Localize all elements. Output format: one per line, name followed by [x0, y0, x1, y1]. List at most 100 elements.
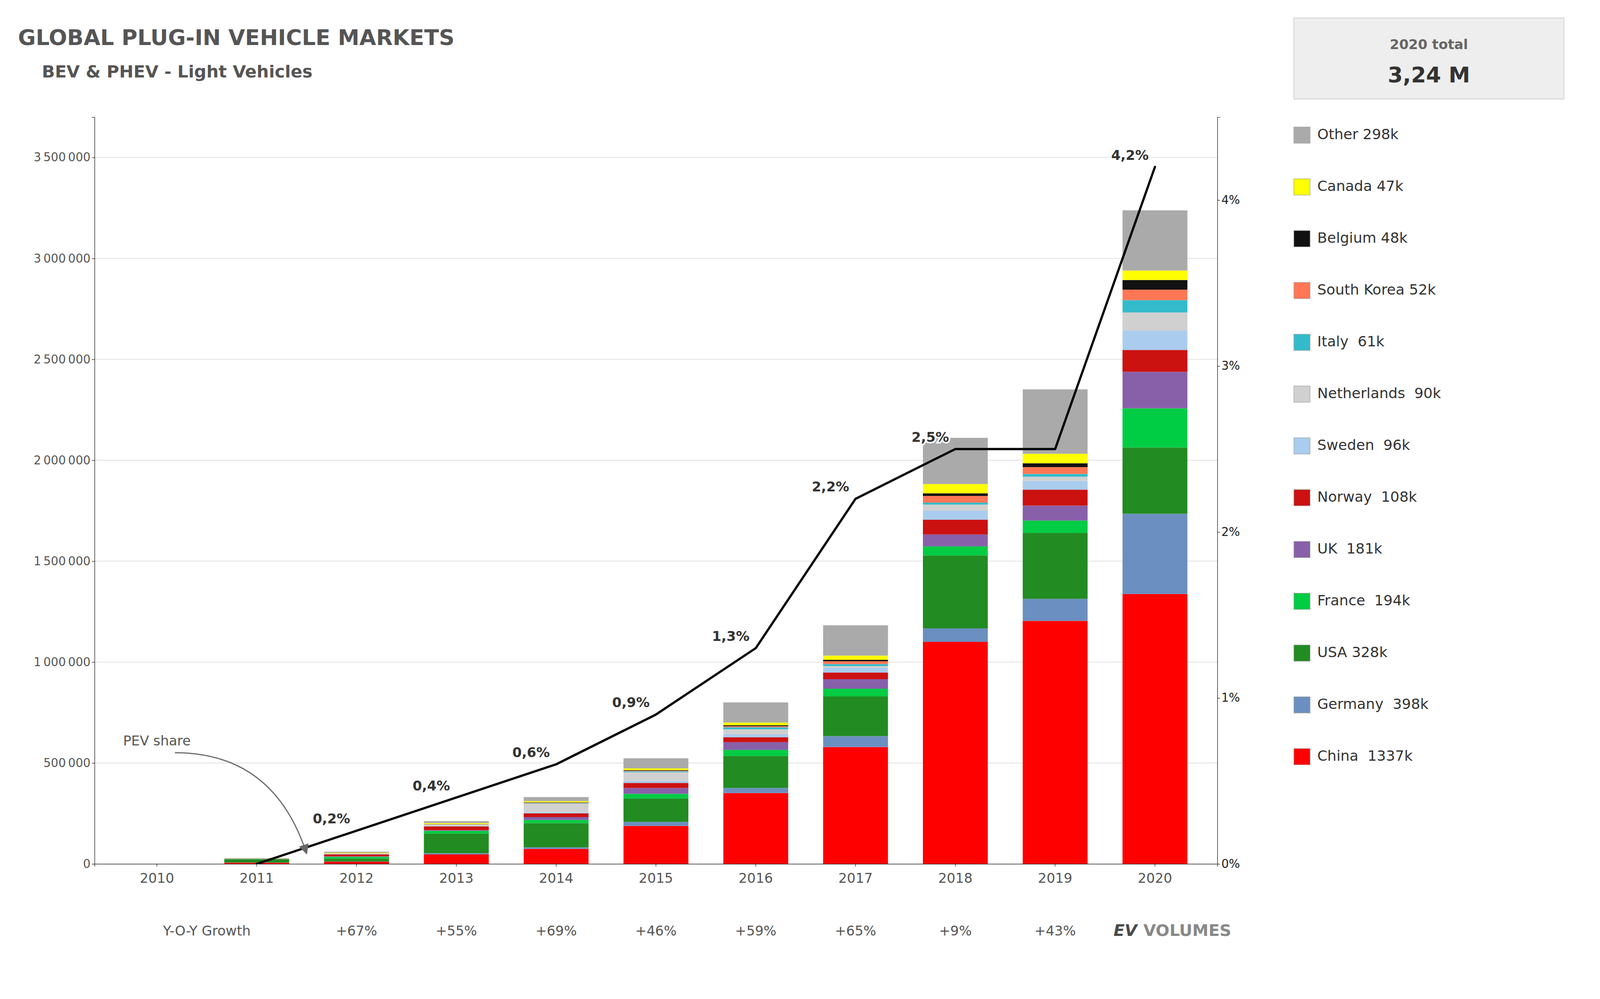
bar	[922, 504, 988, 511]
legend-label: Belgium 48k	[1317, 229, 1408, 247]
legend-item: Other 298k	[1293, 125, 1399, 144]
y-tick: 1 000 000	[33, 655, 95, 669]
bar	[1022, 388, 1088, 454]
legend-label: China 1337k	[1317, 746, 1413, 764]
x-tick-mark	[456, 863, 457, 867]
bar	[922, 495, 988, 503]
legend-label: Italy 61k	[1317, 332, 1385, 350]
yoy-label: +9%	[939, 922, 972, 939]
bar	[723, 727, 789, 729]
bar	[324, 861, 389, 864]
legend-swatch	[1293, 644, 1311, 661]
bar	[623, 770, 689, 771]
y2-tick: 3%	[1217, 358, 1240, 373]
bar	[922, 546, 988, 556]
bar	[124, 863, 190, 864]
bar	[124, 863, 190, 864]
legend-item: Germany 398k	[1293, 695, 1429, 713]
x-axis-line	[94, 863, 1218, 867]
data-label: 0,2%	[312, 810, 351, 827]
bar	[124, 863, 190, 864]
x-axis: 2010201120122013201420152016201720182019…	[94, 863, 1218, 886]
x-tick-mark	[555, 863, 557, 867]
x-tick: 2019	[1038, 863, 1073, 886]
bar	[1022, 598, 1088, 621]
bar	[523, 816, 589, 820]
y-tick-mark	[91, 258, 95, 259]
total-box-frame	[1293, 18, 1564, 100]
legend-item: USA 328k	[1293, 643, 1388, 661]
bar	[224, 858, 290, 859]
bar	[922, 555, 988, 629]
bar	[124, 863, 190, 864]
bar	[324, 851, 389, 853]
bar	[424, 854, 489, 864]
x-tick: 2014	[538, 863, 574, 886]
bar	[424, 823, 489, 825]
bar	[224, 858, 290, 859]
bar	[822, 660, 888, 664]
legend-item: Norway 108k	[1293, 488, 1418, 506]
bar	[224, 858, 290, 859]
x-tick-label: 2020	[1137, 869, 1172, 886]
y-tick-mark	[91, 661, 95, 663]
legend-swatch	[1293, 489, 1311, 506]
logo-text: EV	[1113, 920, 1139, 940]
bar	[822, 663, 888, 666]
data-marks	[224, 167, 1188, 864]
bar	[523, 819, 589, 823]
bar	[523, 802, 589, 804]
bar	[822, 672, 888, 679]
bar	[424, 830, 489, 834]
y-tick-label: 1 500 000	[33, 554, 91, 568]
y-tick-label: 0	[82, 856, 91, 871]
grid-line	[94, 257, 1218, 259]
legend-label: Canada 47k	[1317, 177, 1404, 195]
bar-series	[224, 280, 1188, 859]
y2-axis-line	[1217, 117, 1221, 864]
bar	[224, 858, 290, 863]
bar	[1022, 473, 1088, 477]
y-tick: 500 000	[43, 755, 95, 770]
bar	[224, 858, 290, 859]
bar-series	[224, 513, 1188, 863]
bar	[822, 696, 888, 736]
x-tick: 2010	[139, 863, 174, 886]
bar	[822, 624, 888, 656]
bar	[922, 510, 988, 520]
x-tick-mark	[256, 863, 258, 867]
y-tick-mark	[91, 762, 95, 764]
yoy-title: Y-O-Y Growth	[162, 922, 251, 939]
bar	[922, 502, 988, 505]
legend-swatch	[1293, 282, 1311, 299]
bar	[1122, 312, 1188, 331]
bar	[1122, 210, 1188, 271]
bar-series	[224, 408, 1188, 859]
bar	[523, 822, 589, 847]
y2-tick: 0%	[1217, 856, 1240, 871]
bar	[723, 725, 789, 727]
bar	[124, 863, 190, 864]
bar	[224, 858, 290, 859]
grid-line	[94, 157, 1218, 159]
y2-tick-label: 2%	[1221, 524, 1240, 539]
legend-swatch	[1293, 696, 1311, 713]
legend-label: France 194k	[1317, 591, 1411, 609]
bar	[723, 724, 789, 726]
bar	[523, 812, 589, 814]
bar	[1122, 299, 1188, 312]
chart-container: 2010201120122013201420152016201720182019…	[0, 0, 1600, 999]
y2-tick-mark	[1217, 697, 1221, 699]
y2-tick-label: 3%	[1221, 358, 1240, 373]
subtitle: BEV & PHEV - Light Vehicles	[18, 61, 313, 82]
x-tick-mark	[755, 863, 756, 867]
legend-swatch	[1293, 437, 1311, 454]
yoy-label: +67%	[335, 922, 378, 939]
y-tick-label: 2 500 000	[33, 352, 91, 367]
yoy-label: +69%	[535, 922, 577, 939]
total-value: 3,24 M	[1387, 62, 1471, 88]
bar	[723, 728, 789, 734]
bar	[424, 833, 489, 853]
bar	[1022, 505, 1088, 521]
bar-series	[224, 289, 1188, 859]
